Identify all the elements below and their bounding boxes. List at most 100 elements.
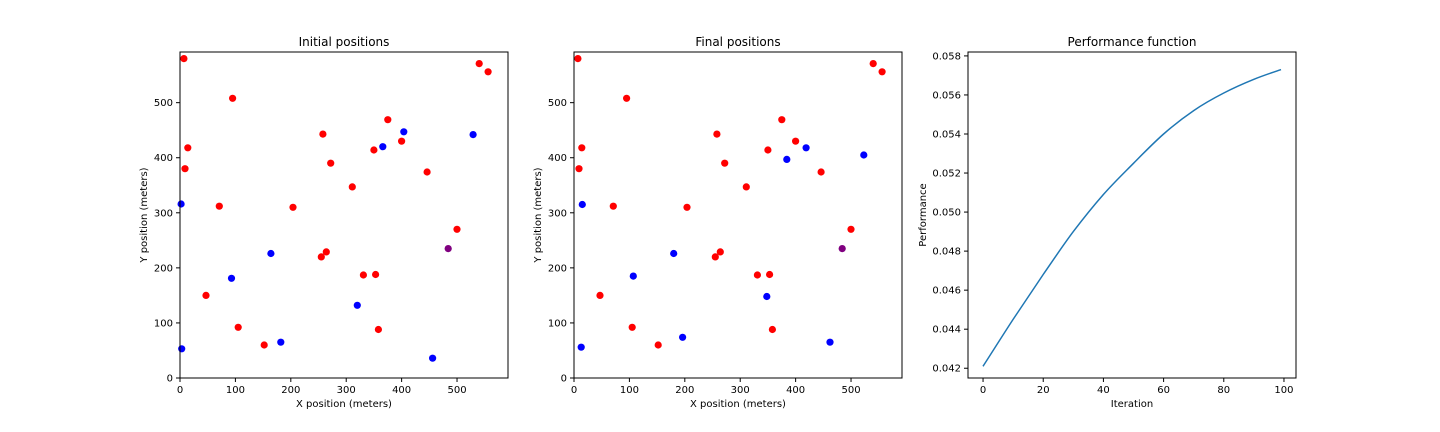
scatter-point: [379, 143, 387, 151]
y-tick-label: 0: [561, 374, 567, 385]
scatter-point: [180, 55, 188, 63]
scatter-point: [398, 137, 406, 145]
scatter-point: [178, 345, 186, 353]
y-tick-label: 400: [548, 153, 567, 164]
scatter-point: [716, 248, 724, 256]
scatter-point: [234, 323, 242, 331]
y-tick-label: 0.042: [932, 364, 961, 375]
y-tick-label: 500: [154, 98, 173, 109]
x-tick-label: 400: [786, 385, 805, 396]
y-tick-label: 0.046: [932, 286, 961, 297]
scatter-point: [423, 168, 431, 176]
scatter-point: [327, 159, 335, 167]
x-tick-label: 500: [841, 385, 860, 396]
x-tick-label: 400: [392, 385, 411, 396]
scatter-point: [711, 253, 719, 261]
y-tick-label: 0.054: [932, 129, 961, 140]
scatter-point: [860, 151, 868, 159]
x-tick-label: 0: [177, 385, 183, 396]
scatter-point: [792, 137, 800, 145]
x-axis-label: X position (meters): [296, 399, 392, 410]
scatter-point: [484, 68, 492, 76]
y-tick-label: 300: [154, 208, 173, 219]
x-tick-label: 80: [1217, 385, 1230, 396]
scatter-point: [763, 292, 771, 301]
scatter-point: [578, 200, 586, 209]
scatter-point: [317, 253, 325, 261]
y-axis-label: Y position (meters): [139, 167, 150, 263]
chart-panel-2: 0 100 200 300 400 500 0 100 200 300 400 500 Final po…: [533, 35, 903, 410]
performance-line: [982, 68, 1282, 367]
axes-frame: [573, 51, 903, 379]
x-axis-label: Iteration: [1111, 399, 1153, 410]
x-tick-label: 500: [447, 385, 466, 396]
scatter-point: [838, 245, 846, 253]
chart-title: Performance function: [1068, 35, 1197, 49]
y-tick-label: 400: [154, 153, 173, 164]
scatter-point: [713, 130, 721, 138]
x-tick-label: 100: [620, 385, 639, 396]
axes-frame: [179, 51, 509, 379]
scatter-point: [202, 291, 210, 299]
y-tick-label: 200: [154, 263, 173, 274]
scatter-point: [181, 165, 189, 173]
scatter-point: [348, 183, 356, 191]
scatter-point: [679, 333, 687, 341]
x-axis-label: X position (meters): [690, 399, 786, 410]
scatter-point: [319, 130, 327, 138]
x-tick-label: 300: [337, 385, 356, 396]
scatter-point: [453, 225, 461, 233]
scatter-point: [359, 271, 367, 279]
scatter-point: [177, 200, 185, 208]
scatter-point: [384, 116, 392, 124]
y-tick-label: 0.052: [932, 169, 961, 180]
y-tick-label: 100: [548, 318, 567, 329]
scatter-point: [215, 202, 223, 210]
scatter-point: [596, 291, 604, 299]
scatter-point: [322, 248, 330, 256]
y-tick-label: 200: [548, 263, 567, 274]
scatter-point: [742, 183, 750, 191]
x-tick-label: 200: [675, 385, 694, 396]
scatter-point: [609, 202, 617, 210]
scatter-point: [783, 155, 791, 163]
y-tick-label: 100: [154, 318, 173, 329]
x-tick-label: 60: [1157, 385, 1170, 396]
scatter-point: [670, 249, 678, 258]
chart-panel-3: 0 20 40 60 80 100 0.042 0.044 0.046 0.048 0.050 0.0…: [918, 35, 1297, 410]
scatter-point: [267, 249, 275, 258]
x-tick-label: 0: [571, 385, 577, 396]
x-tick-label: 40: [1097, 385, 1110, 396]
y-tick-label: 0.056: [932, 90, 961, 101]
scatter-point: [721, 159, 729, 167]
scatter-point: [469, 131, 477, 139]
scatter-point: [277, 338, 285, 346]
scatter-point: [577, 343, 585, 351]
scatter-point: [374, 325, 382, 334]
scatter-point: [575, 165, 583, 173]
y-tick-label: 0.048: [932, 247, 961, 258]
scatter-point: [227, 274, 236, 282]
scatter-point: [260, 341, 268, 349]
scatter-point: [764, 146, 772, 154]
scatter-point: [778, 116, 786, 124]
scatter-point: [869, 60, 877, 68]
scatter-point: [629, 272, 637, 280]
x-tick-label: 100: [226, 385, 245, 396]
scatter-point: [400, 128, 408, 136]
scatter-point: [578, 144, 586, 152]
scatter-point: [768, 325, 777, 334]
scatter-point: [878, 68, 886, 76]
y-tick-label: 300: [548, 208, 567, 219]
x-tick-label: 0: [980, 385, 986, 396]
scatter-point: [847, 225, 855, 233]
y-tick-label: 0.058: [932, 51, 961, 62]
scatter-point: [353, 301, 361, 309]
scatter-point: [817, 168, 825, 176]
scatter-point: [372, 270, 380, 279]
x-tick-label: 200: [281, 385, 300, 396]
y-tick-label: 0.044: [932, 325, 961, 336]
scatter-point: [628, 323, 636, 331]
scatter-point: [184, 144, 192, 152]
